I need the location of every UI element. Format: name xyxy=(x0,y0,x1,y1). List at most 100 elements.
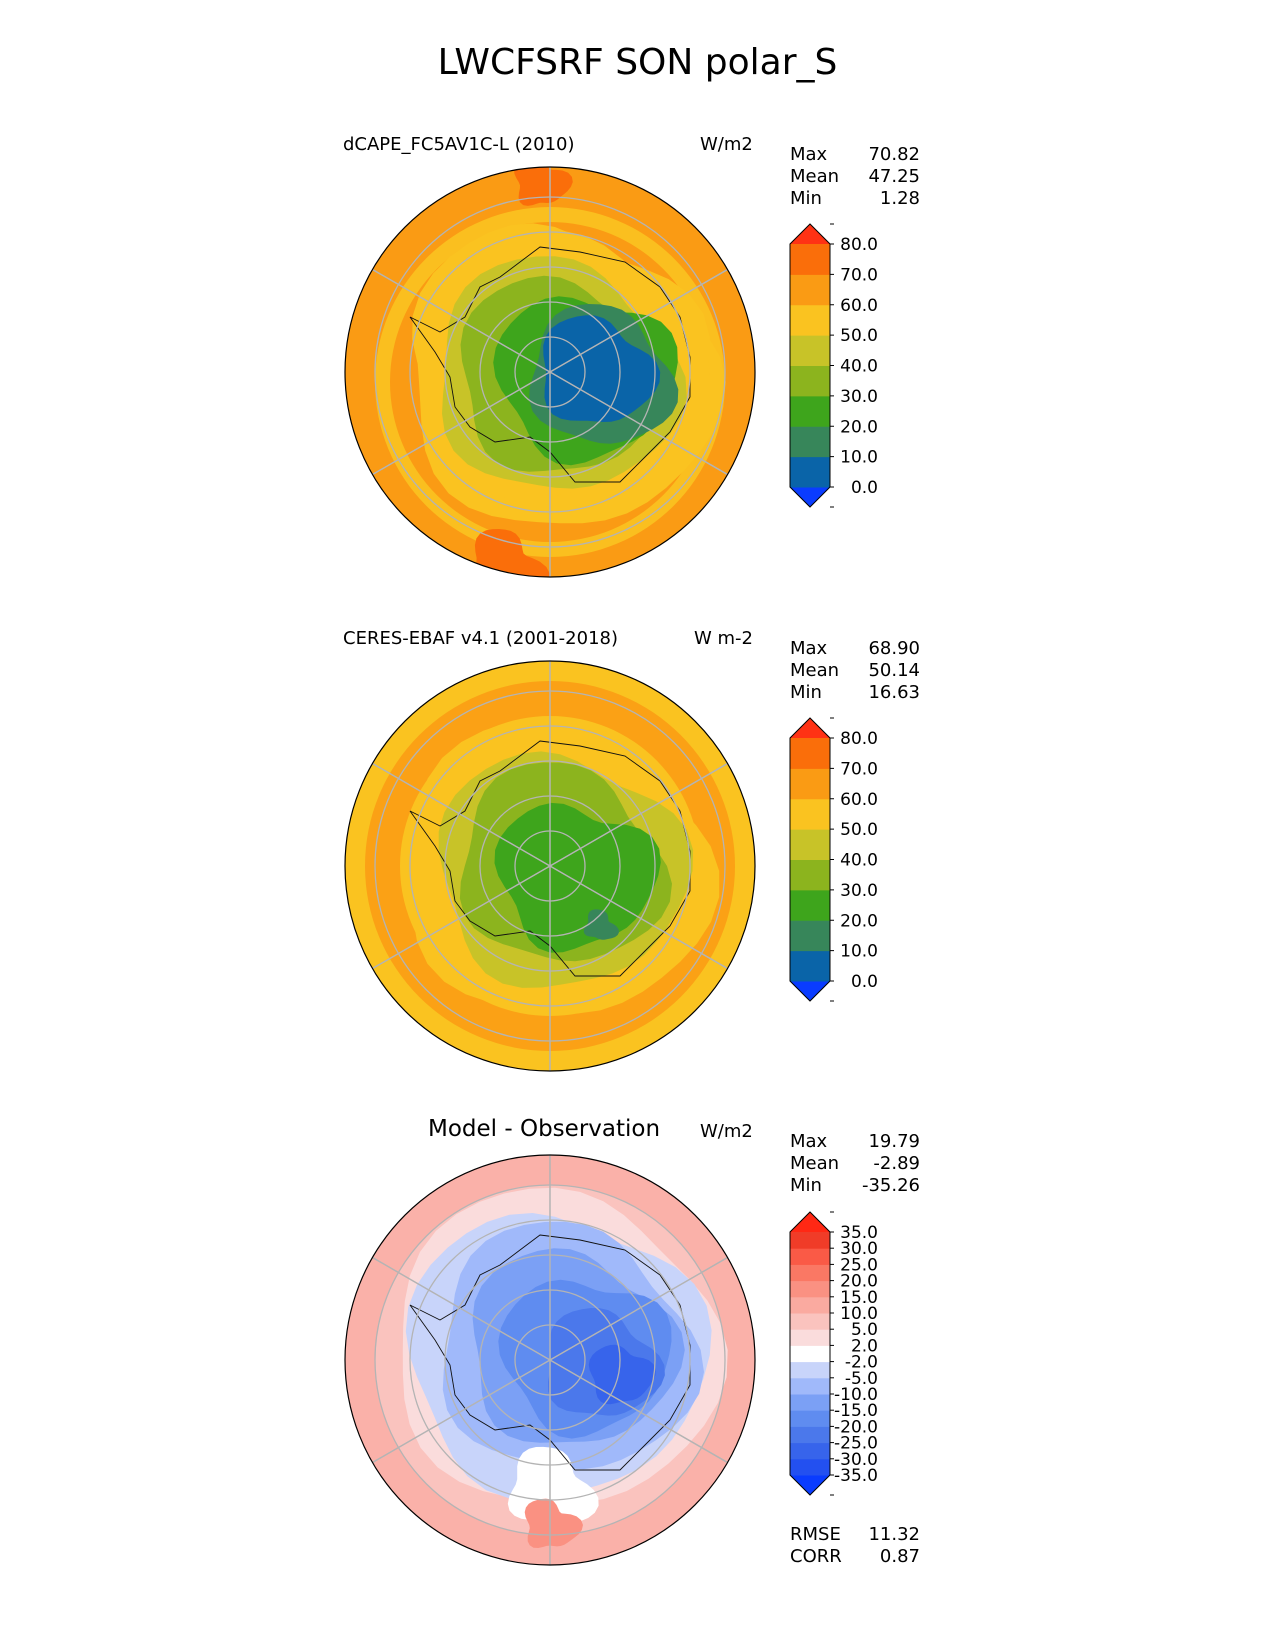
stat-max-label: Max xyxy=(790,1131,828,1152)
colorbar-tick-label: 20.0 xyxy=(840,417,878,437)
stat-min-label: Min xyxy=(790,1175,822,1196)
colorbar-extend-min xyxy=(790,487,830,507)
colorbar-tick-label: 35.0 xyxy=(840,1223,878,1243)
coastline xyxy=(409,246,691,483)
colorbar-segment xyxy=(790,1442,830,1460)
colorbar-tick-label: 10.0 xyxy=(840,448,878,468)
colorbar-segment xyxy=(790,456,830,488)
colorbar-segment xyxy=(790,1426,830,1444)
panel-1-title: dCAPE_FC5AV1C-L (2010) xyxy=(343,134,575,155)
colorbar-tick-label: 0.0 xyxy=(851,972,878,992)
colorbar-tick-label: 2.0 xyxy=(851,1336,878,1356)
colorbar-segment xyxy=(790,950,830,982)
panel-2-stats: Max 68.90 Mean 50.14 Min 16.63 xyxy=(790,638,920,708)
stat-mean-label: Mean xyxy=(790,166,840,187)
colorbar-tick-label: 20.0 xyxy=(840,1272,878,1292)
colorbar-segment xyxy=(790,304,830,336)
map-3-boundary xyxy=(344,1154,756,1566)
stat-max-value: 68.90 xyxy=(868,638,920,659)
colorbar-tick-label: 70.0 xyxy=(840,265,878,285)
colorbar-segment xyxy=(790,920,830,952)
colorbar-segment xyxy=(790,335,830,366)
stat-min-value: -35.26 xyxy=(861,1175,920,1196)
colorbar-tick-label: 15.0 xyxy=(840,1288,878,1308)
stat-max-label: Max xyxy=(790,144,828,165)
colorbar-tick-label: 50.0 xyxy=(840,820,878,840)
colorbar-tick-label: 0.0 xyxy=(851,478,878,498)
panel-3-title: Model - Observation xyxy=(428,1116,661,1142)
colorbar-extend-max xyxy=(790,1212,830,1232)
colorbar-segment xyxy=(790,395,830,427)
stat-mean-value: 50.14 xyxy=(868,660,920,681)
colorbar-tick-label: 30.0 xyxy=(840,387,878,407)
colorbar-segment xyxy=(790,1280,830,1298)
stat-min-value: 16.63 xyxy=(868,682,920,703)
stat-mean-label: Mean xyxy=(790,1153,840,1174)
colorbar-tick-label: 25.0 xyxy=(840,1255,878,1275)
colorbar-tick-label: -5.0 xyxy=(845,1369,878,1389)
stat-corr-label: CORR xyxy=(790,1546,842,1567)
colorbar-tick-label: 70.0 xyxy=(840,759,878,779)
field-patch-10-20 xyxy=(583,909,619,940)
colorbar-tick-label: -25.0 xyxy=(834,1434,878,1454)
stat-corr-value: 0.87 xyxy=(879,1546,920,1567)
colorbar-extend-min xyxy=(790,981,830,1001)
colorbar-segment xyxy=(790,1329,830,1346)
colorbar-tick-label: -2.0 xyxy=(845,1353,878,1373)
colorbar-segment xyxy=(790,426,830,458)
colorbar-segment xyxy=(790,889,830,921)
colorbar-segment xyxy=(790,274,830,306)
colorbar-tick-label: -15.0 xyxy=(834,1401,878,1421)
colorbar-tick-label: -20.0 xyxy=(834,1417,878,1437)
colorbar-tick-label: 10.0 xyxy=(840,1304,878,1324)
longitude-gridline xyxy=(372,1256,728,1464)
field-band-neg25-neg30 xyxy=(588,1344,656,1405)
colorbar-tick-label: 30.0 xyxy=(840,1239,878,1259)
colorbar-tick-label: -30.0 xyxy=(834,1450,878,1470)
colorbar-segment xyxy=(790,798,830,830)
panel-3-error-stats: RMSE 11.32 CORR 0.87 xyxy=(790,1524,920,1570)
field-patch-70-80 xyxy=(468,529,550,577)
colorbar-segment xyxy=(790,1377,830,1395)
colorbar-extend-max xyxy=(790,224,830,244)
colorbar-extend-max xyxy=(790,718,830,738)
figure-title: LWCFSRF SON polar_S xyxy=(437,42,838,83)
panel-3-stats: Max 19.79 Mean -2.89 Min -35.26 xyxy=(790,1131,920,1201)
stat-min-label: Min xyxy=(790,188,822,209)
map-1-field xyxy=(345,167,755,577)
panel-3-units: W/m2 xyxy=(700,1121,753,1142)
colorbar-segment xyxy=(790,738,830,769)
colorbar-segment xyxy=(790,365,830,397)
map-2-field xyxy=(345,661,755,1071)
longitude-gridline xyxy=(372,268,728,476)
colorbar-tick-label: 50.0 xyxy=(840,326,878,346)
panel-1-stats: Max 70.82 Mean 47.25 Min 1.28 xyxy=(790,144,920,214)
colorbar-segment xyxy=(790,1458,830,1476)
colorbar-tick-label: 20.0 xyxy=(840,911,878,931)
colorbar-tick-label: -10.0 xyxy=(834,1385,878,1405)
colorbar-tick-label: 5.0 xyxy=(851,1320,878,1340)
colorbar-segment xyxy=(790,859,830,891)
colorbar-tick-label: -35.0 xyxy=(834,1466,878,1486)
colorbar-tick-label: 80.0 xyxy=(840,729,878,749)
colorbar-segment xyxy=(790,1248,830,1265)
coastline xyxy=(409,740,691,977)
colorbar-tick-label: 10.0 xyxy=(840,942,878,962)
colorbar-segment xyxy=(790,1394,830,1411)
colorbar-segment xyxy=(790,1264,830,1282)
colorbar-segment xyxy=(790,768,830,800)
colorbar-3: -35.0-30.0-25.0-20.0-15.0-10.0-5.0-2.02.… xyxy=(789,1211,878,1496)
stat-min-label: Min xyxy=(790,682,822,703)
map-3-field xyxy=(345,1155,755,1565)
stat-max-value: 19.79 xyxy=(868,1131,920,1152)
panel-1-units: W/m2 xyxy=(700,134,753,155)
field-band-0-10 xyxy=(543,315,661,422)
panel-2-title: CERES-EBAF v4.1 (2001-2018) xyxy=(343,628,619,649)
colorbar-segment xyxy=(790,1410,830,1427)
colorbar-segment xyxy=(790,1313,830,1330)
colorbar-segment xyxy=(790,244,830,275)
colorbar-2: 0.0 10.0 20.0 30.0 40.0 50.0 60.0 70.0 80.0 xyxy=(789,717,878,1002)
colorbar-tick-label: 60.0 xyxy=(840,296,878,316)
colorbar-tick-label: 60.0 xyxy=(840,790,878,810)
